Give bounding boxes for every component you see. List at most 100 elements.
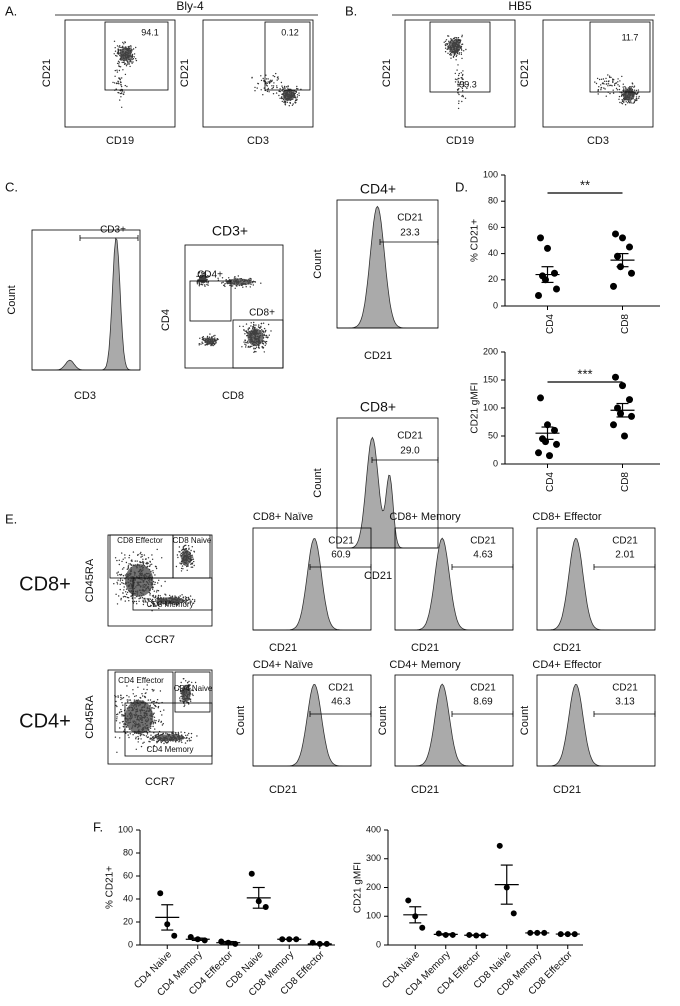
cell-dot — [199, 344, 200, 345]
cell-dot — [606, 96, 607, 97]
cell-dot — [251, 322, 252, 323]
cell-dot — [261, 323, 262, 324]
cell-dot — [192, 546, 193, 547]
cell-dot — [284, 86, 285, 87]
cell-dot — [192, 695, 193, 696]
plot-title: CD4+ Effector — [532, 659, 602, 671]
panel-title: Bly-4 — [176, 0, 204, 13]
panel-label: E. — [5, 511, 17, 526]
cell-dot — [121, 714, 122, 715]
cell-dot — [131, 564, 132, 565]
axis-label: CD4 — [160, 309, 172, 331]
cell-dot — [254, 90, 255, 91]
cell-dot — [259, 327, 260, 328]
cell-dot — [152, 589, 153, 590]
cell-dot — [157, 582, 158, 583]
axis-label: CD21 — [553, 642, 581, 654]
cell-dot — [184, 732, 185, 733]
axis-label: CCR7 — [145, 776, 175, 788]
cell-dot — [214, 335, 215, 336]
cell-dot — [120, 709, 121, 710]
cell-dot — [117, 45, 118, 46]
cell-dot — [459, 73, 460, 74]
cell-dot — [246, 330, 247, 331]
axis-label: Count — [235, 706, 247, 735]
cell-dot — [455, 39, 456, 40]
cell-dot — [121, 107, 122, 108]
cell-dot — [636, 96, 637, 97]
cell-dot — [123, 589, 124, 590]
cell-dot — [626, 101, 627, 102]
cell-dot — [613, 90, 614, 91]
cell-dot — [118, 51, 119, 52]
cell-dot — [598, 86, 599, 87]
cell-dot — [163, 723, 164, 724]
cell-dot — [145, 693, 146, 694]
cell-dot — [139, 561, 140, 562]
cell-dot — [188, 597, 189, 598]
cell-dot — [131, 595, 132, 596]
cell-dot — [137, 736, 138, 737]
cell-dot — [176, 566, 177, 567]
cell-dot — [121, 702, 122, 703]
cell-dot — [128, 737, 129, 738]
plot-title: CD8+ Naïve — [253, 511, 313, 523]
cell-dot — [178, 551, 179, 552]
plot-title: CD4+ Memory — [389, 659, 461, 671]
data-point — [612, 230, 619, 237]
cell-dot — [182, 565, 183, 566]
cell-dot — [131, 59, 132, 60]
y-tick-label: 40 — [123, 893, 133, 903]
cell-dot — [119, 727, 120, 728]
cell-dot — [212, 345, 213, 346]
y-axis-label: % CD21+ — [470, 219, 481, 262]
cell-dot — [206, 284, 207, 285]
cell-dot — [234, 277, 235, 278]
cell-dot — [269, 82, 270, 83]
cell-dot — [117, 583, 118, 584]
cell-dot — [269, 335, 270, 336]
cell-dot — [134, 53, 135, 54]
cell-dot — [222, 282, 223, 283]
cell-dot — [235, 288, 236, 289]
cell-dot — [181, 700, 182, 701]
cell-dot — [117, 71, 118, 72]
cell-dot — [156, 734, 157, 735]
cell-dot — [263, 340, 264, 341]
cell-dot — [121, 574, 122, 575]
data-point — [551, 270, 558, 277]
plot-title: CD8+ — [360, 399, 396, 415]
x-tick-label: CD4 — [545, 314, 556, 334]
cell-dot — [181, 682, 182, 683]
cell-dot — [121, 93, 122, 94]
cell-dot — [215, 343, 216, 344]
cell-dot — [596, 83, 597, 84]
cell-dot — [250, 286, 251, 287]
cell-dot — [246, 323, 247, 324]
cell-dot — [120, 47, 121, 48]
gate-label: CD21 — [470, 536, 496, 547]
cell-dot — [113, 583, 114, 584]
cell-dot — [129, 46, 130, 47]
cell-dot — [179, 700, 180, 701]
cell-dot — [147, 733, 148, 734]
cell-dot — [112, 82, 113, 83]
cell-dot — [116, 716, 117, 717]
cell-density — [156, 734, 184, 741]
cell-dot — [117, 574, 118, 575]
cell-dot — [287, 102, 288, 103]
data-point — [621, 433, 628, 440]
cell-dot — [120, 580, 121, 581]
cell-dot — [117, 580, 118, 581]
cell-dot — [163, 743, 164, 744]
gate-label: CD21 — [612, 683, 638, 694]
cell-dot — [181, 553, 182, 554]
cell-dot — [239, 326, 240, 327]
cell-dot — [254, 351, 255, 352]
gate-label: CD21 — [397, 431, 423, 442]
cell-dot — [253, 284, 254, 285]
cell-dot — [141, 746, 142, 747]
cell-dot — [255, 348, 256, 349]
cell-dot — [263, 80, 264, 81]
